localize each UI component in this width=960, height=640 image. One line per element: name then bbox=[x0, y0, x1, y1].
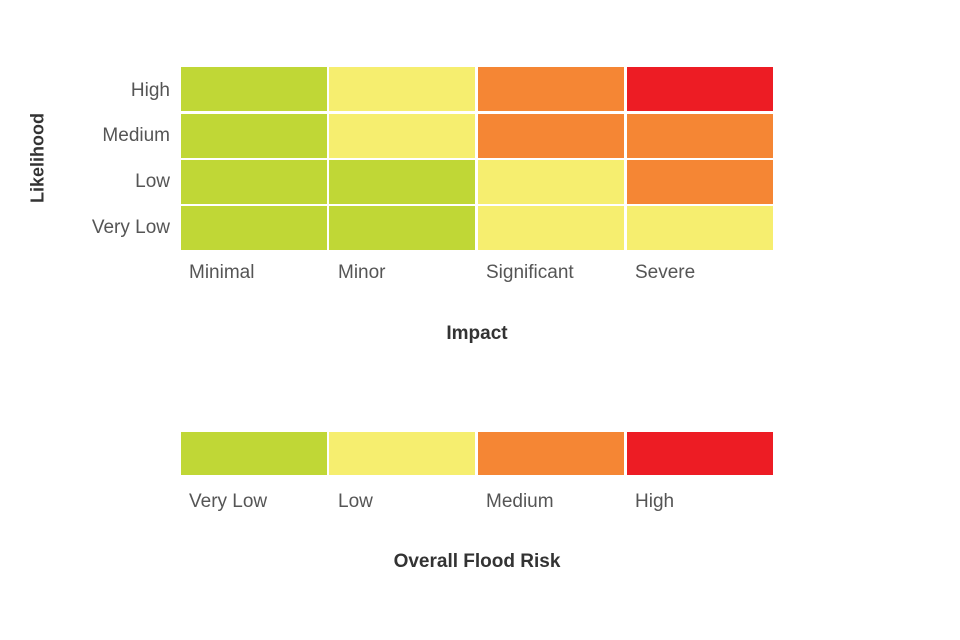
matrix-cell-low bbox=[627, 206, 773, 250]
col-label-minor: Minor bbox=[338, 262, 386, 283]
impact-axis-title: Impact bbox=[446, 323, 508, 344]
matrix-cell-very-low bbox=[329, 160, 475, 204]
legend-swatch-high bbox=[627, 432, 773, 475]
matrix-cell-low bbox=[329, 114, 475, 158]
row-label-medium: Medium bbox=[102, 125, 170, 146]
legend-label-high: High bbox=[635, 491, 675, 512]
legend-label-low: Low bbox=[338, 491, 373, 512]
matrix-cell-medium bbox=[627, 160, 773, 204]
matrix-cell-very-low bbox=[181, 67, 327, 111]
matrix-cell-medium bbox=[478, 114, 624, 158]
matrix-cell-very-low bbox=[329, 206, 475, 250]
row-label-very-low: Very Low bbox=[91, 217, 170, 238]
matrix-cell-very-low bbox=[181, 114, 327, 158]
matrix-cell-medium bbox=[627, 114, 773, 158]
legend-label-medium: Medium bbox=[486, 491, 554, 512]
legend-swatch-medium bbox=[478, 432, 624, 475]
matrix-cell-very-low bbox=[181, 160, 327, 204]
matrix-cell-very-low bbox=[181, 206, 327, 250]
row-label-low: Low bbox=[135, 171, 170, 192]
col-label-minimal: Minimal bbox=[189, 262, 255, 283]
matrix-cell-low bbox=[478, 206, 624, 250]
row-label-high: High bbox=[130, 80, 170, 101]
matrix-cell-high bbox=[627, 67, 773, 111]
col-label-significant: Significant bbox=[486, 262, 574, 283]
matrix-cell-low bbox=[329, 67, 475, 111]
matrix-cell-medium bbox=[478, 67, 624, 111]
col-label-severe: Severe bbox=[635, 262, 696, 283]
legend-label-very-low: Very Low bbox=[189, 491, 268, 512]
legend-swatch-very-low bbox=[181, 432, 327, 475]
matrix-cell-low bbox=[478, 160, 624, 204]
legend-title: Overall Flood Risk bbox=[393, 551, 561, 572]
legend-swatch-low bbox=[329, 432, 475, 475]
